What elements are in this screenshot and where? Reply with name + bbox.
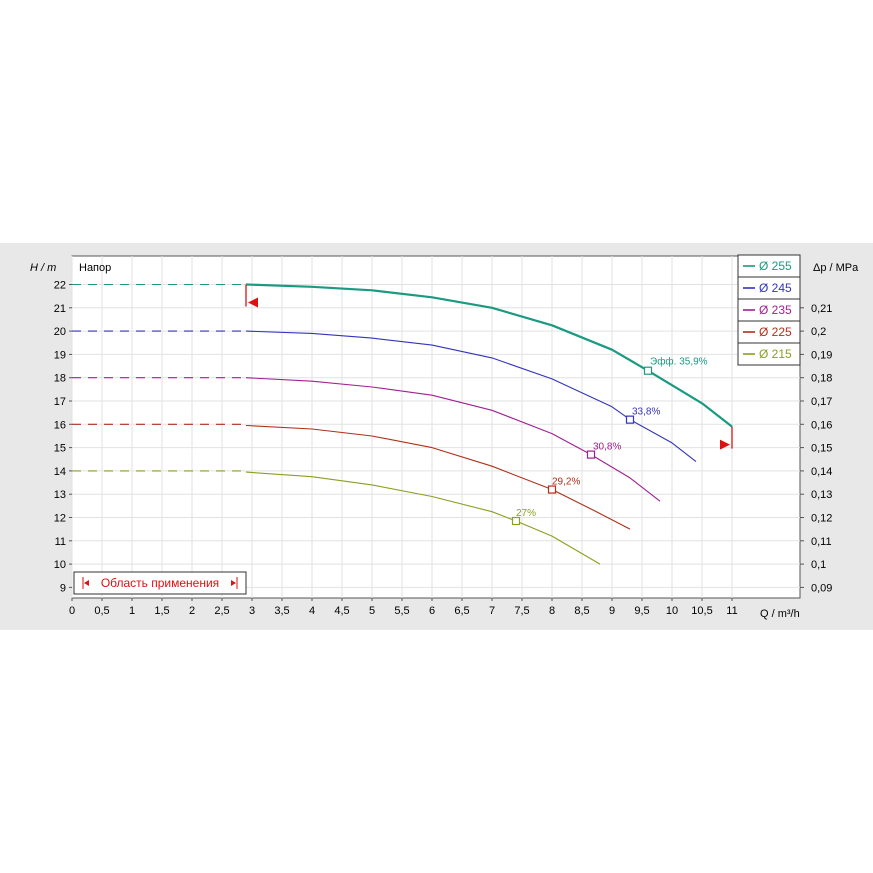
x-tick-label: 1,5	[154, 605, 169, 617]
series-layer: Эфф. 35,9% 33,8% 30,8% 29,2% 27%	[72, 283, 733, 565]
efficiency-marker	[586, 450, 596, 459]
grid	[71, 256, 800, 598]
x-tick-label: 6	[429, 605, 435, 617]
legend-entry: Ø 225	[759, 325, 792, 339]
x-tick-label: 5	[369, 605, 375, 617]
y-tick-label: 9	[60, 582, 66, 594]
y2-tick-label: 0,19	[811, 349, 832, 361]
y2-tick-label: 0,14	[811, 466, 832, 478]
x-tick-label: 2,5	[214, 605, 229, 617]
efficiency-label: 30,8%	[593, 442, 621, 453]
y-tick-label: 18	[54, 373, 66, 385]
x-tick-label: 0,5	[94, 605, 109, 617]
efficiency-label: 29,2%	[552, 477, 580, 488]
x-tick-label: 8	[549, 605, 555, 617]
y-tick-label: 11	[55, 536, 66, 548]
x-tick-label: 8,5	[574, 605, 589, 617]
range-label-text: Область применения	[101, 576, 219, 590]
series-line	[245, 377, 661, 502]
x-tick-label: 10,5	[691, 605, 712, 617]
legend-entry: Ø 255	[759, 259, 792, 273]
y2-tick-label: 0,11	[811, 536, 832, 548]
y2-tick-label: 0,13	[811, 489, 832, 501]
y2-tick-label: 0,21	[811, 303, 832, 315]
series-line	[245, 283, 733, 428]
application-range: Область применения	[73, 284, 733, 595]
y-tick-label: 17	[54, 396, 66, 408]
y-tick-label: 22	[54, 280, 66, 292]
x-tick-label: 7,5	[514, 605, 529, 617]
x-tick-label: 4	[309, 605, 315, 617]
range-label-box	[73, 571, 247, 595]
efficiency-marker	[643, 366, 653, 375]
y2-tick-label: 0,2	[811, 326, 826, 338]
y-tick-label: 10	[54, 559, 66, 571]
y-tick-label: 12	[54, 513, 66, 525]
x-tick-label: 9,5	[634, 605, 649, 617]
legend-entry: Ø 215	[759, 347, 792, 361]
series-line	[245, 471, 601, 565]
x-tick-label: 0	[69, 605, 75, 617]
y-tick-label: 19	[54, 349, 66, 361]
y2-tick-label: 0,1	[811, 559, 826, 571]
y-tick-label: 13	[54, 489, 66, 501]
chart-title: Напор	[79, 262, 111, 274]
pump-curve-chart: Эфф. 35,9% 33,8% 30,8% 29,2% 27% 0 0,5 1 1,5 2 2,…	[30, 254, 859, 620]
x-tick-label: 4,5	[334, 605, 349, 617]
x-tick-label: 5,5	[394, 605, 409, 617]
x-tick-label: 3,5	[274, 605, 289, 617]
efficiency-marker	[511, 516, 521, 526]
x-tick-label: 9	[609, 605, 615, 617]
range-label-right-arrow	[231, 580, 236, 586]
x-tick-label: 3	[249, 605, 255, 617]
axes: 0 0,5 1 1,5 2 2,5 3 3,5 4 4,5 5 5,5 6 6,5 7 7,5 8 8,5 9 9,5…	[54, 280, 833, 618]
y-tick-label: 16	[54, 419, 66, 431]
y2-tick-label: 0,09	[811, 582, 832, 594]
legend-entry: Ø 235	[759, 303, 792, 317]
y2-tick-label: 0,12	[811, 513, 832, 525]
x-tick-label: 11	[726, 605, 737, 617]
efficiency-marker	[547, 485, 557, 494]
y-tick-label: 15	[54, 443, 66, 455]
y2-tick-label: 0,16	[811, 419, 832, 431]
y2-tick-label: 0,18	[811, 373, 832, 385]
y-axis-label: H / m	[30, 262, 56, 274]
efficiency-marker	[625, 415, 635, 424]
y-tick-label: 14	[54, 466, 66, 478]
efficiency-label: 27%	[516, 508, 536, 519]
range-end-arrow	[720, 439, 730, 450]
x-tick-label: 2	[189, 605, 195, 617]
y2-axis-label: Δp / MPa	[813, 262, 859, 274]
efficiency-label: Эфф. 35,9%	[650, 356, 708, 368]
x-axis-label: Q / m³/h	[760, 608, 800, 620]
y-tick-label: 21	[54, 303, 66, 315]
y-tick-label: 20	[54, 326, 66, 338]
x-tick-label: 6,5	[454, 605, 469, 617]
range-start-arrow	[248, 297, 258, 308]
y2-tick-label: 0,15	[811, 443, 832, 455]
legend: Ø 255 Ø 245 Ø 235 Ø 225 Ø 215	[737, 254, 801, 366]
series-line	[245, 330, 697, 463]
x-tick-label: 10	[666, 605, 678, 617]
y2-tick-label: 0,17	[811, 396, 832, 408]
range-label-left-arrow	[84, 580, 89, 586]
chart-panel: Эфф. 35,9% 33,8% 30,8% 29,2% 27% 0 0,5 1 1,5 2 2,…	[0, 243, 873, 630]
series-line	[245, 424, 631, 530]
x-tick-label: 1	[129, 605, 135, 617]
x-tick-label: 7	[489, 605, 495, 617]
plot-area	[71, 255, 801, 599]
legend-entry: Ø 245	[759, 281, 792, 295]
efficiency-label: 33,8%	[632, 407, 660, 418]
